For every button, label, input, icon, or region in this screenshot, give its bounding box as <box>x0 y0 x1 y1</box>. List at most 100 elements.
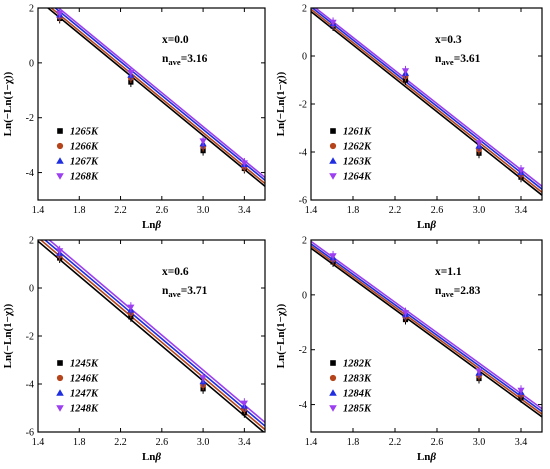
legend-label: 1262K <box>343 142 372 153</box>
legend-label: 1245K <box>70 359 99 370</box>
data-point <box>56 248 64 255</box>
y-tick-label: 0 <box>302 290 307 301</box>
x-tick-label: 1.4 <box>32 437 45 448</box>
chart-panel-4: 1.4 1.8 2.2 2.6 3.0 3.4 2 0 -2 -4 Lnβ Ln(−Ln(1−χ)) 1… <box>275 236 543 463</box>
legend-marker <box>56 389 64 396</box>
fit-line-4 <box>48 240 265 424</box>
fit-lines <box>46 8 265 187</box>
fit-line-1 <box>46 8 265 187</box>
fit-line-2 <box>311 245 542 415</box>
y-tick-label: -4 <box>26 380 34 391</box>
legend: 1245K 1246K 1247K 1248K <box>56 359 99 415</box>
y-tick-label: 2 <box>29 236 34 247</box>
legend-label: 1261K <box>343 127 372 138</box>
legend-label: 1266K <box>70 142 99 153</box>
legend-marker <box>56 405 64 412</box>
x-tick-label: 1.8 <box>347 205 360 216</box>
legend-marker <box>329 389 337 396</box>
y-axis-label: Ln(−Ln(1−χ)) <box>2 71 14 136</box>
legend-label: 1285K <box>343 404 372 415</box>
legend-marker <box>329 142 337 150</box>
x-tick-label: 1.4 <box>305 205 318 216</box>
fit-line-2 <box>39 240 265 431</box>
fit-line-2 <box>50 8 265 185</box>
n-average-label: nave=3.61 <box>435 53 481 67</box>
x-axis-label: Lnβ <box>142 219 161 231</box>
data-point <box>401 310 410 317</box>
n-average-label: nave=3.71 <box>162 285 208 299</box>
legend-marker <box>56 142 64 150</box>
y-tick-label: -6 <box>299 196 307 207</box>
fit-line-2 <box>311 8 542 193</box>
data-point <box>240 400 248 407</box>
composition-label: x=1.1 <box>435 266 462 278</box>
legend: 1261K 1262K 1263K 1264K <box>329 127 372 183</box>
y-axis-label: Ln(−Ln(1−χ)) <box>2 303 14 368</box>
y-tick-label: 0 <box>29 284 34 295</box>
legend-label: 1268K <box>70 172 99 183</box>
x-tick-label: 3.4 <box>238 205 251 216</box>
legend-marker <box>329 173 337 180</box>
fit-line-3 <box>311 8 542 190</box>
n-average-label: nave=2.83 <box>435 285 481 299</box>
x-tick-label: 1.4 <box>32 205 45 216</box>
legend-marker <box>56 157 64 164</box>
fit-lines <box>38 240 265 432</box>
legend: 1282K 1283K 1284K 1285K <box>329 359 372 415</box>
plot-frame <box>37 7 266 201</box>
legend-marker <box>329 374 337 382</box>
data-point <box>127 69 135 77</box>
x-tick-label: 1.4 <box>305 437 318 448</box>
y-axis-label: Ln(−Ln(1−χ)) <box>275 71 287 136</box>
y-tick-label: 2 <box>29 4 34 15</box>
legend-marker <box>330 360 336 366</box>
legend-label: 1267K <box>70 157 99 168</box>
data-point <box>401 68 410 75</box>
fit-line-1 <box>311 10 542 196</box>
data-point <box>329 19 337 26</box>
fit-line-4 <box>311 240 542 410</box>
x-tick-label: 2.6 <box>156 205 169 216</box>
x-tick-label: 3.0 <box>473 437 486 448</box>
x-tick-label: 1.8 <box>73 205 86 216</box>
x-tick-label: 3.4 <box>238 437 251 448</box>
legend-marker <box>57 128 63 134</box>
data-point <box>517 167 525 174</box>
x-tick-label: 3.0 <box>473 205 486 216</box>
data-point <box>240 160 248 167</box>
y-tick-label: 0 <box>302 52 307 63</box>
y-axis-label: Ln(−Ln(1−χ)) <box>275 303 287 368</box>
data-point <box>475 368 483 375</box>
y-tick-label: -2 <box>26 332 34 343</box>
x-tick-label: 2.6 <box>431 205 444 216</box>
data-point <box>199 138 207 145</box>
y-tick-label: -4 <box>26 168 34 179</box>
x-axis-label: Lnβ <box>417 219 436 231</box>
data-point <box>56 10 64 18</box>
fit-line-4 <box>314 8 542 187</box>
fit-line-1 <box>311 247 542 418</box>
y-tick-label: -2 <box>26 113 34 124</box>
x-tick-label: 2.2 <box>114 437 127 448</box>
legend-marker <box>56 173 64 180</box>
series-1248K <box>56 245 248 409</box>
composition-label: x=0.6 <box>162 266 189 278</box>
x-tick-label: 2.6 <box>156 437 169 448</box>
fit-line-3 <box>54 8 265 181</box>
data-point <box>475 140 483 147</box>
legend-label: 1246K <box>70 374 99 385</box>
data-point <box>199 375 207 382</box>
x-axis-label: Lnβ <box>142 451 161 463</box>
y-tick-label: -2 <box>299 345 307 356</box>
data-point <box>127 304 135 311</box>
series-1285K <box>329 250 525 396</box>
fit-line-4 <box>57 8 265 179</box>
legend-label: 1284K <box>343 389 372 400</box>
legend-label: 1247K <box>70 389 99 400</box>
y-tick-label: -2 <box>299 100 307 111</box>
x-tick-label: 2.6 <box>431 437 444 448</box>
legend-marker <box>329 405 337 412</box>
legend-label: 1282K <box>343 359 372 370</box>
x-tick-label: 1.8 <box>347 437 360 448</box>
x-tick-label: 1.8 <box>73 437 86 448</box>
